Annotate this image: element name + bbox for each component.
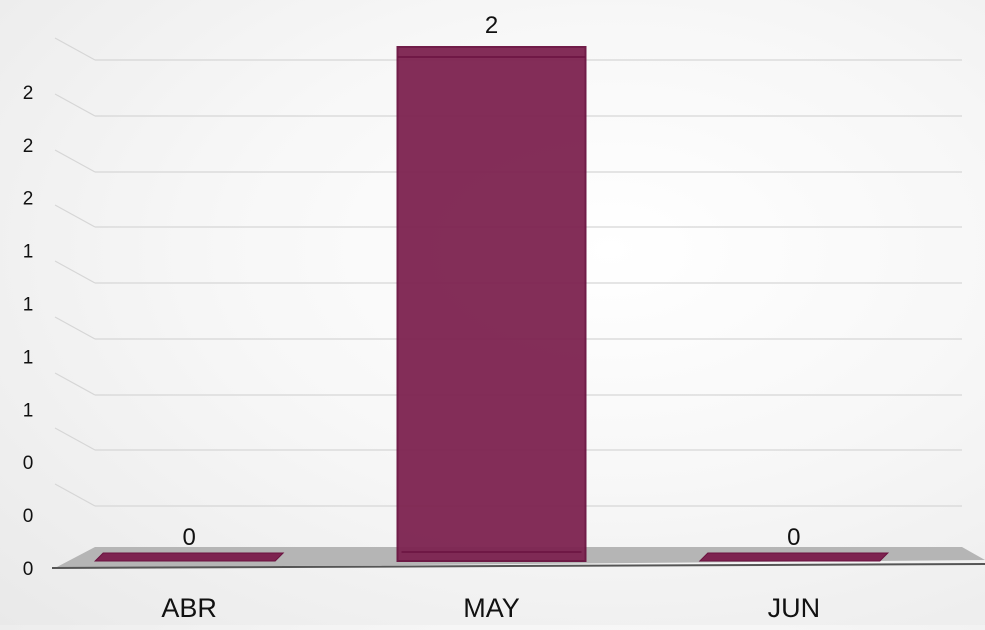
y-tick-label: 1 [23,295,34,316]
bar [396,46,587,562]
x-tick-label: MAY [463,593,520,623]
data-label: 2 [485,12,498,39]
bar [698,552,890,562]
gridline-side [54,260,96,284]
gridline-side [54,483,96,507]
y-tick-label: 1 [23,400,34,421]
gridline-side [54,93,96,117]
y-tick-label: 0 [23,506,34,527]
gridline-side [54,427,96,451]
gridline-side [54,204,96,228]
x-tick-label: ABR [161,593,217,623]
y-tick-label: 2 [23,136,34,157]
gridline-side [54,316,96,340]
bar [93,552,285,562]
y-tick-label: 2 [23,83,34,104]
data-label: 0 [182,524,195,551]
y-tick-label: 1 [23,242,34,263]
x-axis-line [51,563,985,569]
y-tick-label: 0 [23,453,34,474]
gridline-side [54,37,96,61]
y-tick-label: 2 [23,189,34,210]
y-tick-label: 1 [23,347,34,368]
gridline-side [54,372,96,396]
x-tick-label: JUN [768,593,821,623]
y-tick-label: 0 [23,559,34,580]
data-label: 0 [787,524,800,551]
gridline-side [54,149,96,173]
